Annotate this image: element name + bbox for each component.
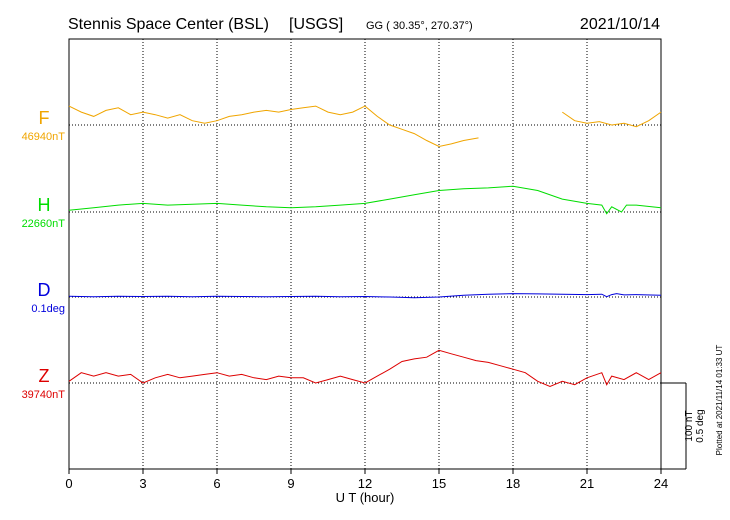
x-tick-label-0: 0 <box>65 476 72 491</box>
x-axis-ticks: 0 3 6 9 12 15 18 21 24 <box>65 469 668 491</box>
plot-frame <box>68 38 662 470</box>
scale-label-deg: 0.5 deg <box>695 409 706 442</box>
baseline-grid <box>69 124 661 384</box>
baseline-value-Z: 39740nT <box>22 389 66 401</box>
coordinates-label: GG ( 30.35°, 270.37°) <box>366 20 473 32</box>
baseline-value-D: 0.1deg <box>31 303 65 315</box>
x-tick-label-24: 24 <box>654 476 668 491</box>
x-tick-label-12: 12 <box>358 476 372 491</box>
scale-bar: 100 nT 0.5 deg <box>661 382 706 470</box>
x-tick-label-6: 6 <box>213 476 220 491</box>
series-Z-line-0 <box>68 349 662 387</box>
baseline-value-H: 22660nT <box>22 218 66 230</box>
x-tick-label-21: 21 <box>580 476 594 491</box>
scale-label-nt: 100 nT <box>684 410 695 441</box>
vertical-grid <box>142 39 588 469</box>
x-axis-label: U T (hour) <box>336 490 395 505</box>
series-group <box>68 105 662 387</box>
series-F-line-0 <box>68 105 479 148</box>
series-labels: F 46940nT H 22660nT D 0.1deg Z 39740nT <box>22 108 66 401</box>
x-tick-label-18: 18 <box>506 476 520 491</box>
series-label-Z: Z <box>39 366 50 386</box>
series-F-line-1 <box>562 111 662 128</box>
x-tick-label-15: 15 <box>432 476 446 491</box>
series-D-line-0 <box>68 293 662 299</box>
baseline-value-F: 46940nT <box>22 131 66 143</box>
x-tick-label-9: 9 <box>287 476 294 491</box>
plotted-note: Plotted at 2021/11/14 01:33 UT <box>715 345 724 456</box>
agency-label: [USGS] <box>289 16 343 33</box>
date-label: 2021/10/14 <box>580 16 660 33</box>
station-title: Stennis Space Center (BSL) <box>68 16 269 33</box>
x-tick-label-3: 3 <box>139 476 146 491</box>
series-label-H: H <box>38 195 51 215</box>
series-label-D: D <box>38 280 51 300</box>
series-label-F: F <box>39 108 50 128</box>
series-H-line-0 <box>68 185 662 215</box>
